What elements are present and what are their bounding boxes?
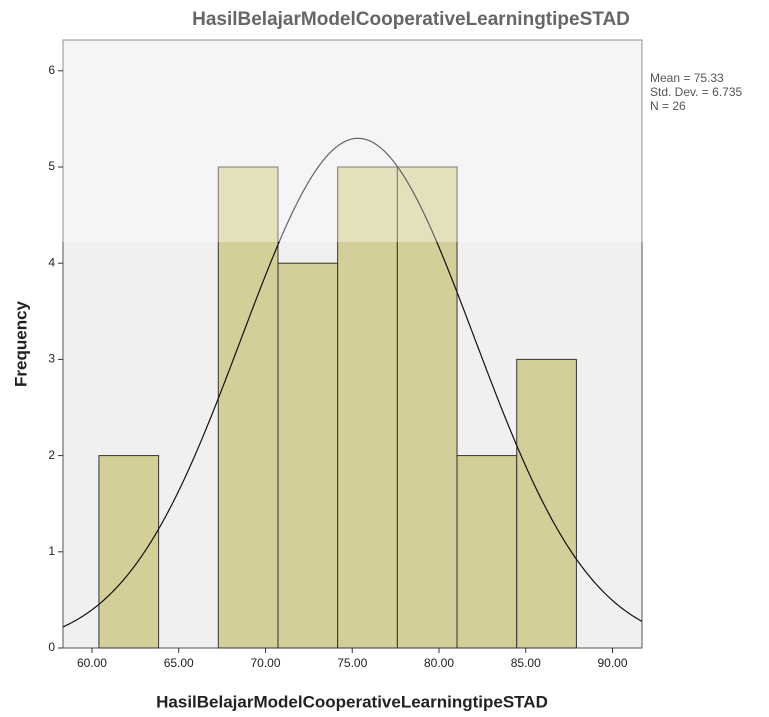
bar: [278, 263, 338, 648]
watermark-overlay: [0, 0, 769, 242]
x-tick-label: 70.00: [250, 656, 280, 670]
y-tick-label: 1: [48, 544, 55, 558]
y-tick-label: 0: [48, 640, 55, 654]
x-tick-label: 80.00: [424, 656, 454, 670]
y-tick-label: 4: [48, 255, 55, 269]
y-tick-label: 3: [48, 352, 55, 366]
y-axis-label: Frequency: [11, 300, 30, 387]
stats-label: Std. Dev. = 6.735: [650, 85, 742, 99]
stats-label: N = 26: [650, 99, 686, 113]
chart-title: HasilBelajarModelCooperativeLearningtipe…: [192, 9, 630, 30]
stats-label: Mean = 75.33: [650, 71, 724, 85]
x-tick-label: 85.00: [511, 656, 541, 670]
chart: HasilBelajarModelCooperativeLearningtipe…: [0, 0, 769, 717]
x-tick-label: 65.00: [164, 656, 194, 670]
bar: [99, 456, 159, 648]
x-tick-label: 75.00: [337, 656, 367, 670]
x-tick-label: 90.00: [597, 656, 627, 670]
x-tick-label: 60.00: [77, 656, 107, 670]
bar: [457, 456, 517, 648]
x-axis-label: HasilBelajarModelCooperativeLearningtipe…: [156, 692, 548, 711]
y-tick-label: 2: [48, 448, 55, 462]
bar: [517, 359, 577, 648]
y-tick-label: 6: [48, 63, 55, 77]
y-tick-label: 5: [48, 159, 55, 173]
